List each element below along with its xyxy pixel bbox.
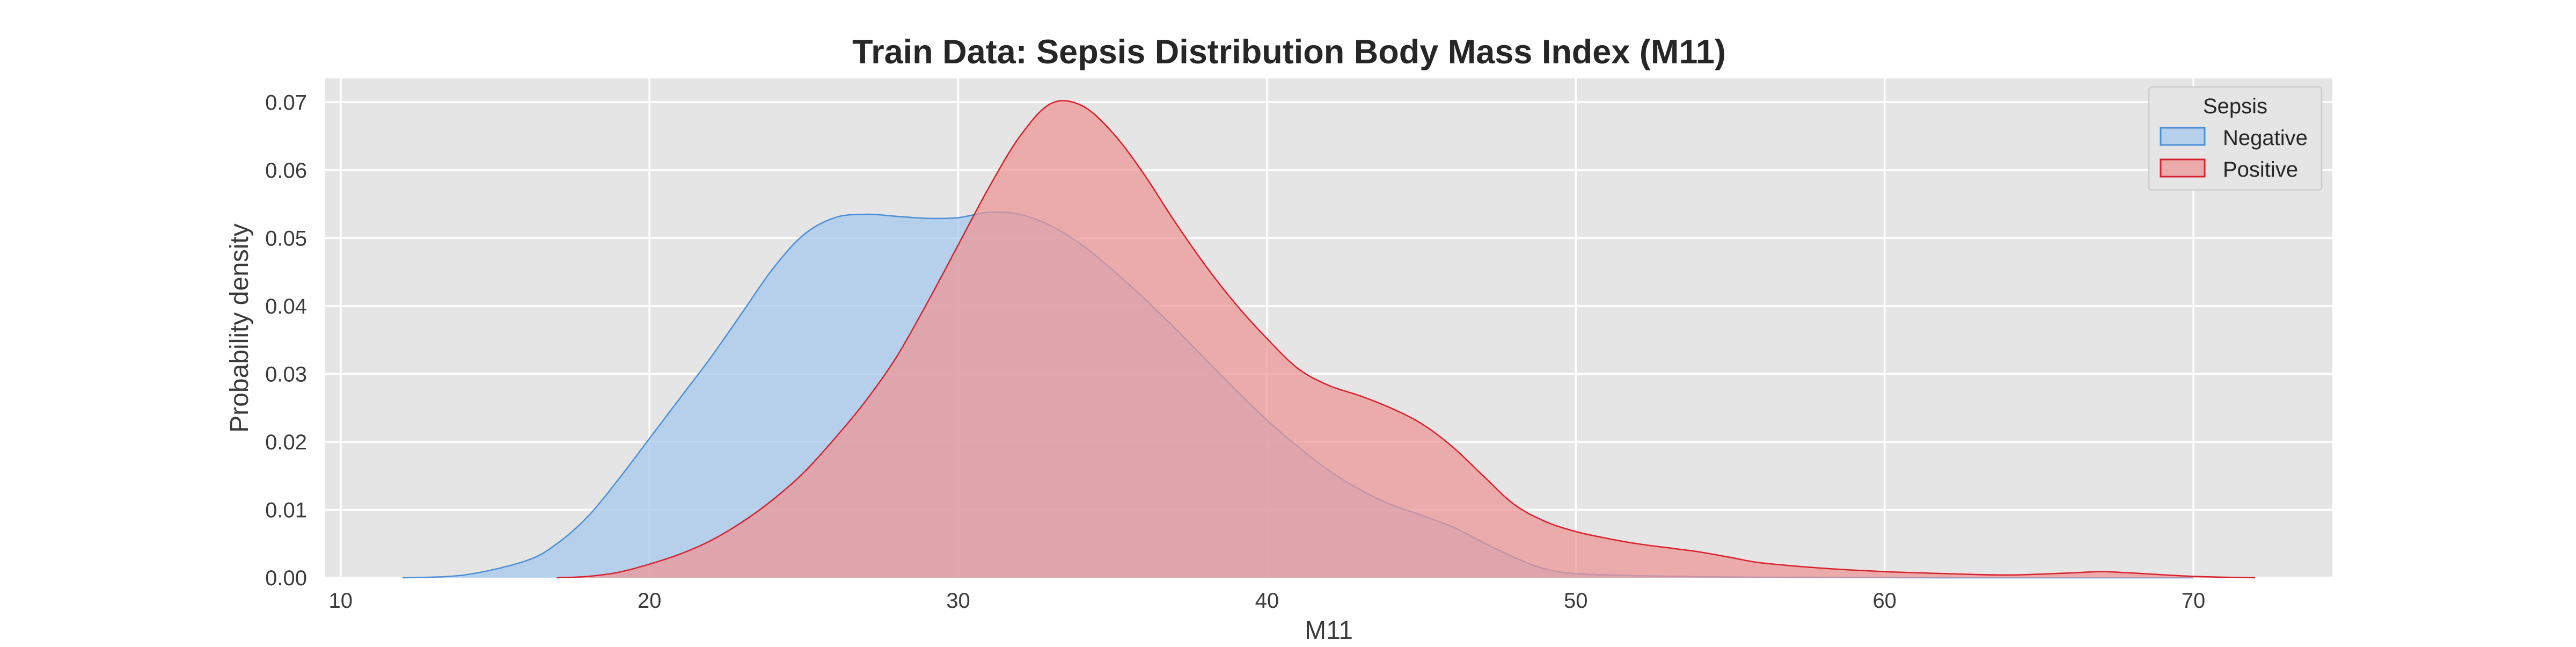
legend-title: Sepsis [2203, 94, 2267, 118]
legend-swatch-positive [2160, 158, 2206, 178]
x-tick-label-10: 10 [329, 589, 353, 613]
y-tick-label-4: 0.04 [265, 295, 307, 318]
x-tick-label-20: 20 [638, 589, 662, 613]
x-tick-label-50: 50 [1564, 589, 1588, 613]
y-tick-label-7: 0.07 [265, 91, 307, 114]
series-area-positive [557, 100, 2256, 578]
x-tick-label-60: 60 [1872, 589, 1897, 613]
x-tick-label-30: 30 [946, 589, 970, 613]
y-tick-label-3: 0.03 [265, 362, 307, 386]
y-axis-ticks: 0.00 0.01 0.02 0.03 0.04 0.05 0.06 0.07 [265, 91, 307, 590]
legend-label-negative: Negative [2223, 126, 2308, 150]
legend: Sepsis Negative Positive [2148, 86, 2323, 191]
y-tick-label-5: 0.05 [265, 227, 307, 250]
series-areas [402, 100, 2256, 579]
y-tick-label-1: 0.01 [265, 498, 307, 522]
y-tick-label-0: 0.00 [265, 566, 307, 590]
x-tick-label-40: 40 [1255, 589, 1279, 613]
series-line-positive [557, 100, 2256, 579]
x-tick-label-70: 70 [2182, 589, 2206, 613]
chart-title: Train Data: Sepsis Distribution Body Mas… [852, 33, 1726, 71]
y-tick-label-6: 0.06 [265, 159, 307, 183]
x-axis-label: M11 [1305, 616, 1353, 644]
legend-label-positive: Positive [2223, 158, 2298, 181]
y-tick-label-2: 0.02 [265, 431, 307, 454]
x-axis-ticks: 10 20 30 40 50 60 70 [329, 589, 2206, 613]
y-axis-label: Probability density [225, 223, 254, 433]
legend-swatch-negative [2160, 127, 2206, 146]
